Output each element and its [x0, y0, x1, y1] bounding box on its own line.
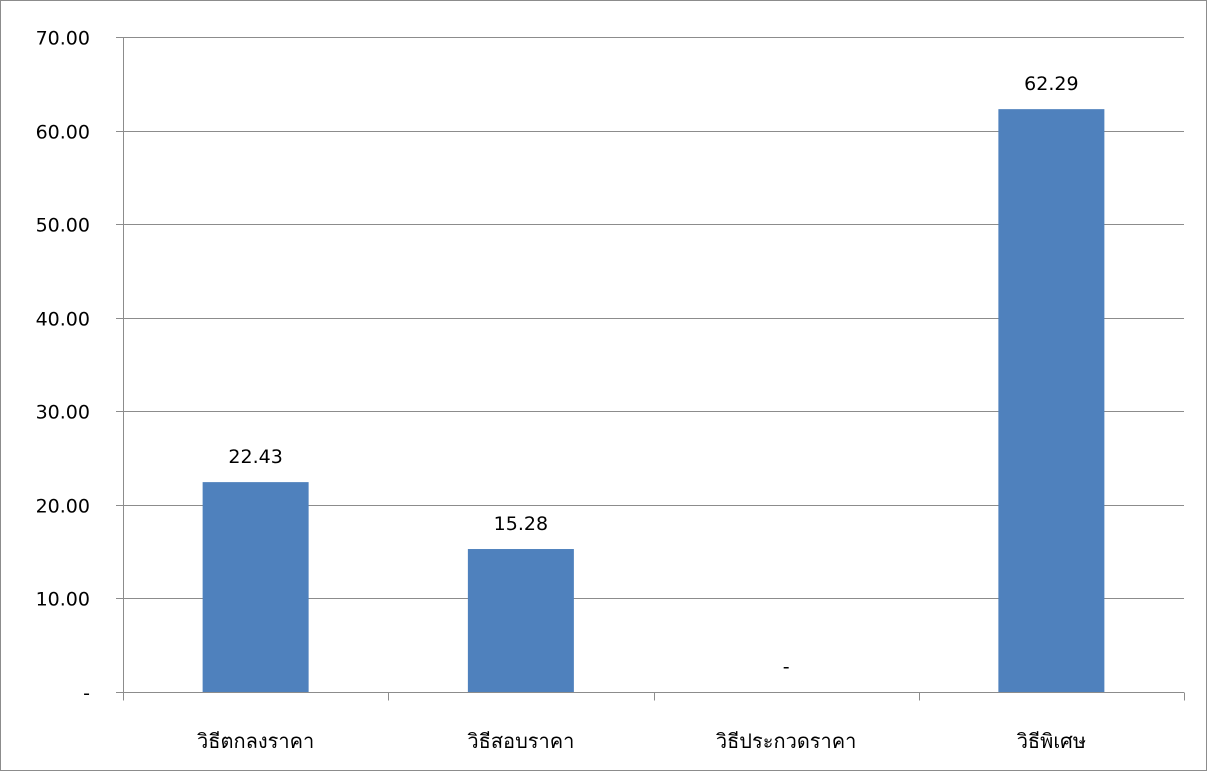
bars	[202, 109, 1105, 693]
data-label: 22.43	[228, 446, 282, 468]
axes	[116, 37, 1185, 701]
x-category-label: วิธีประกวดราคา	[716, 729, 857, 753]
y-tick-label: 60.00	[36, 122, 90, 144]
bar	[998, 109, 1105, 693]
y-tick-label: 50.00	[36, 215, 90, 237]
bar	[202, 482, 309, 692]
y-tick-label: 10.00	[36, 589, 90, 611]
x-category-label: วิธีตกลงราคา	[197, 729, 314, 753]
y-tick-label: -	[83, 683, 90, 705]
y-tick-label: 30.00	[36, 402, 90, 424]
y-tick-label: 70.00	[36, 28, 90, 50]
x-category-label: วิธีสอบราคา	[467, 729, 574, 753]
data-label: 15.28	[494, 513, 548, 535]
x-category-label: วิธีพิเศษ	[1017, 729, 1086, 753]
labels: - 10.00 20.00 30.00 40.00 50.00 60.00 70.00 22.4…	[36, 28, 1086, 754]
y-tick-label: 40.00	[36, 309, 90, 331]
bar	[467, 549, 574, 692]
data-label: 62.29	[1024, 73, 1078, 95]
y-tick-label: 20.00	[36, 496, 90, 518]
data-label: -	[783, 656, 790, 678]
